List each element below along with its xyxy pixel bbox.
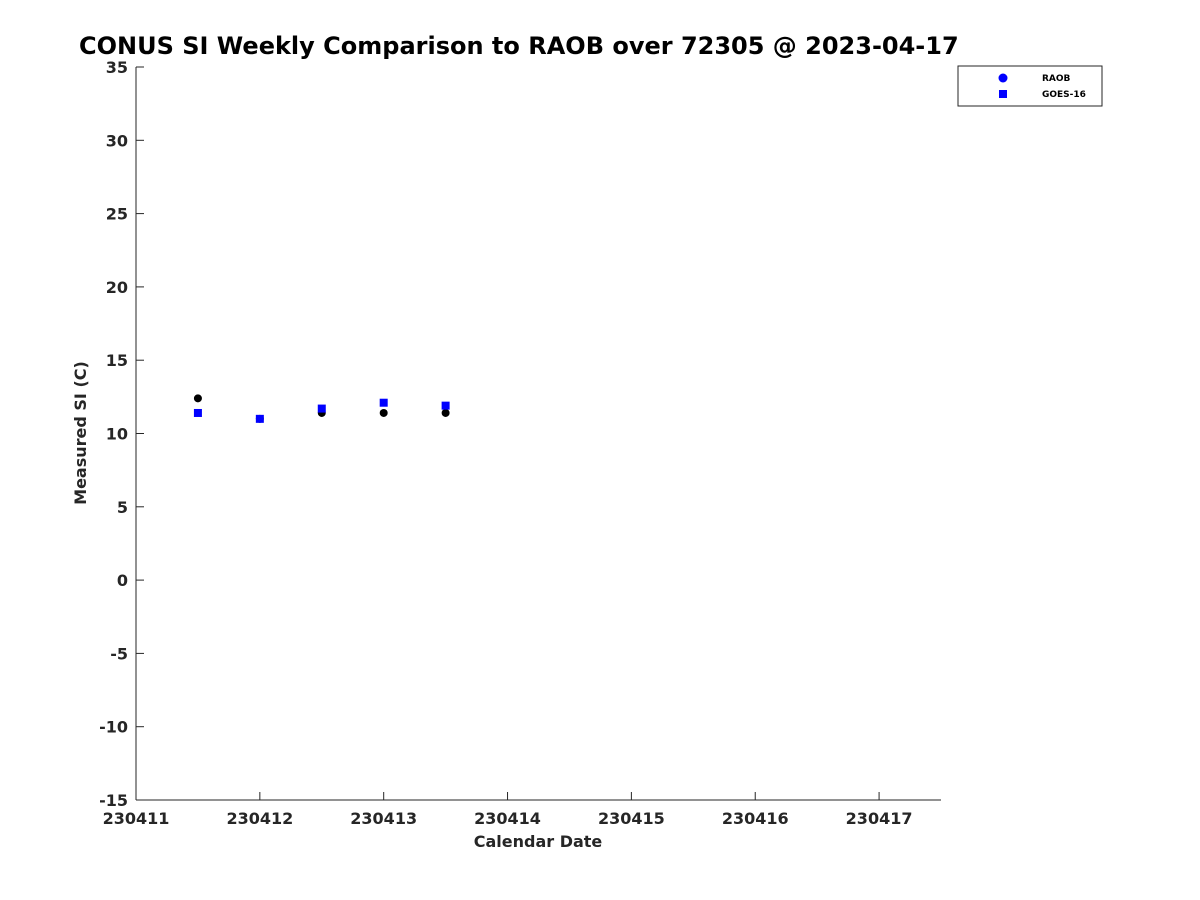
x-tick-label: 230417 (846, 809, 913, 828)
data-point-raob (379, 408, 388, 417)
y-tick-label: 10 (106, 425, 128, 444)
y-tick-label: 35 (106, 58, 128, 77)
legend: RAOB GOES-16 (957, 65, 1103, 107)
y-tick-label: -5 (110, 644, 128, 663)
x-ticks: 230411 230412 230413 230414 230415 230416 2304… (103, 792, 913, 828)
legend-label-goes16: GOES-16 (1042, 90, 1086, 100)
data-point-goes16 (441, 401, 450, 410)
y-tick-label: 25 (106, 205, 128, 224)
legend-marker-raob (998, 73, 1008, 83)
data-point-goes16 (379, 398, 388, 407)
y-ticks: 35 30 25 20 15 10 5 0 -5 -10 -15 (99, 58, 144, 810)
legend-label-raob: RAOB (1042, 74, 1071, 84)
legend-box (957, 65, 1103, 107)
data-point-raob (441, 408, 450, 417)
x-tick-label: 230415 (598, 809, 665, 828)
y-tick-label: 0 (117, 571, 128, 590)
data-point-goes16 (255, 414, 264, 423)
data-point-goes16 (317, 404, 326, 413)
legend-marker-goes16 (999, 90, 1007, 98)
x-tick-label: 230414 (474, 809, 541, 828)
y-tick-label: 15 (106, 351, 128, 370)
x-tick-label: 230413 (350, 809, 417, 828)
x-axis-label: Calendar Date (474, 832, 603, 851)
x-tick-label: 230412 (226, 809, 293, 828)
series-layer (193, 394, 450, 423)
y-tick-label: 30 (106, 131, 128, 150)
y-axis-label: Measured SI (C) (71, 361, 90, 505)
y-tick-label: 5 (117, 498, 128, 517)
x-tick-label: 230416 (722, 809, 789, 828)
x-tick-label: 230411 (103, 809, 170, 828)
y-tick-label: -10 (99, 718, 128, 737)
plot-axes (135, 67, 941, 801)
data-point-goes16 (193, 408, 202, 417)
y-tick-label: -15 (99, 791, 128, 810)
y-tick-label: 20 (106, 278, 128, 297)
data-point-raob (193, 394, 202, 403)
chart-title: CONUS SI Weekly Comparison to RAOB over … (79, 32, 959, 60)
